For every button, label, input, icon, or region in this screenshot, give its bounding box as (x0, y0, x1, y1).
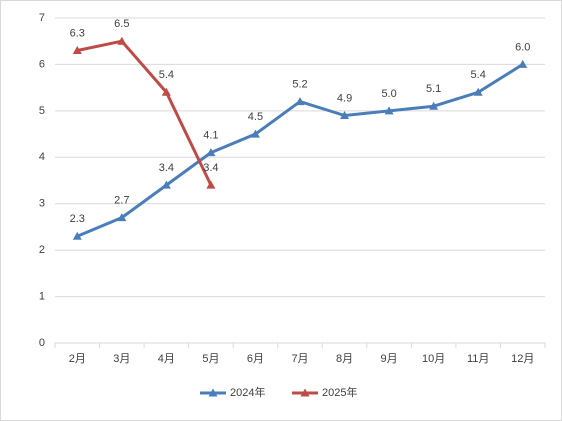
data-label: 4.9 (337, 92, 352, 104)
series-line (76, 39, 213, 186)
y-tick-label: 2 (39, 244, 45, 256)
x-tick-label: 3月 (113, 353, 130, 365)
point-marker (117, 213, 127, 222)
data-label: 3.4 (159, 162, 174, 174)
point-marker (250, 129, 260, 138)
data-label: 4.5 (248, 111, 263, 123)
point-marker (206, 180, 216, 189)
point-marker (473, 87, 483, 96)
point-marker (295, 97, 305, 106)
point-marker (206, 148, 216, 157)
data-label: 6.5 (114, 18, 129, 30)
x-tick-label: 4月 (158, 353, 175, 365)
point-marker (161, 87, 171, 96)
x-tick-label: 2月 (69, 353, 86, 365)
data-label: 5.4 (471, 69, 486, 81)
legend-marker (208, 388, 218, 397)
x-tick-label: 7月 (291, 353, 308, 365)
y-tick-label: 1 (39, 290, 45, 302)
y-tick-label: 3 (39, 198, 45, 210)
data-label: 6.0 (515, 41, 530, 53)
point-marker (429, 101, 439, 110)
data-label: 6.3 (70, 27, 85, 39)
data-label: 3.4 (203, 162, 218, 174)
legend-marker (300, 388, 310, 397)
point-marker (72, 46, 82, 54)
y-tick-label: 6 (39, 58, 45, 70)
x-tick-label: 12月 (511, 353, 534, 365)
data-label: 4.1 (203, 130, 218, 142)
x-tick-label: 10月 (422, 353, 445, 365)
data-label: 5.4 (159, 69, 174, 81)
y-tick-label: 5 (39, 105, 45, 117)
x-tick-label: 9月 (381, 353, 398, 365)
point-marker (518, 59, 528, 68)
point-marker (117, 36, 127, 45)
data-label: 2.7 (114, 195, 129, 207)
data-label: 2.3 (70, 213, 85, 225)
x-tick-label: 8月 (336, 353, 353, 365)
y-tick-label: 7 (39, 12, 45, 24)
point-marker (161, 180, 171, 189)
x-tick-label: 6月 (247, 353, 264, 365)
point-marker (340, 111, 350, 119)
y-tick-label: 0 (39, 337, 45, 349)
data-label: 5.0 (381, 88, 396, 100)
legend-label: 2025年 (322, 385, 357, 399)
x-tick-label: 11月 (467, 353, 489, 365)
point-marker (384, 106, 394, 115)
x-tick-label: 5月 (202, 353, 219, 365)
data-label: 5.2 (292, 78, 307, 90)
point-marker (72, 231, 82, 240)
y-tick-label: 4 (39, 151, 45, 163)
legend-label: 2024年 (230, 385, 265, 399)
data-label: 5.1 (426, 83, 441, 95)
